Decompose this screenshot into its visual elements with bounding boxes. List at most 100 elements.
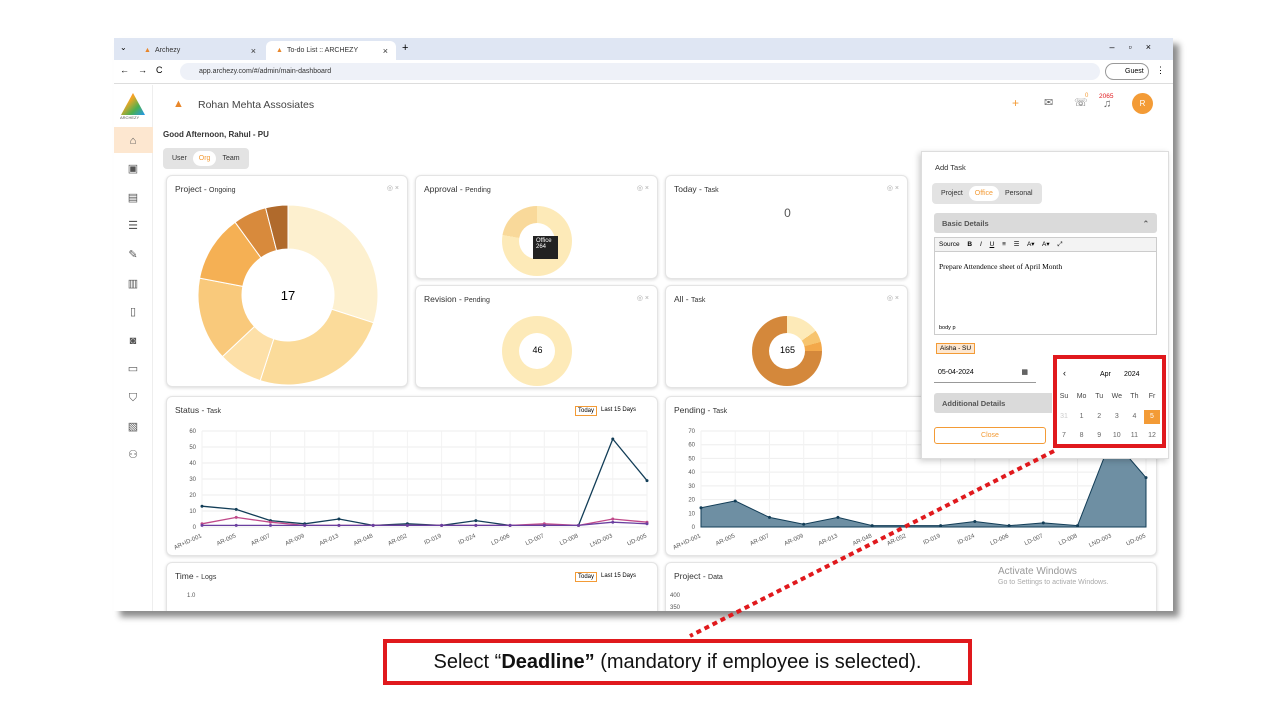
type-office[interactable]: Office: [968, 186, 999, 201]
shield-icon[interactable]: ⛉: [128, 392, 138, 404]
id-icon[interactable]: ▣: [127, 163, 139, 175]
rich-editor[interactable]: Source B I U ≡ ☰ A▾ A▾ ⤢ Prepare Attende…: [934, 237, 1157, 335]
card-actions[interactable]: ◎ ×: [886, 295, 899, 302]
last15-filter[interactable]: Last 15 Days: [601, 407, 637, 413]
today-card: Today - Task ◎ × 0: [665, 175, 908, 279]
all-task-card: All - Task ◎ × 165: [665, 285, 908, 388]
add-icon[interactable]: +: [1012, 96, 1020, 110]
calendar-day[interactable]: 1: [1079, 413, 1084, 420]
calendar-day[interactable]: 5: [1144, 410, 1160, 424]
data-point: [337, 517, 341, 521]
calendar-day[interactable]: 10: [1112, 432, 1121, 439]
edit-icon[interactable]: ✎: [128, 249, 138, 261]
all-value: 165: [779, 345, 796, 355]
today-filter[interactable]: Today: [575, 406, 598, 416]
x-tick-label: LD-007: [1024, 533, 1045, 547]
url-field[interactable]: app.archezy.com/#/admin/main-dashboard: [180, 63, 1100, 80]
window-controls[interactable]: –▫×: [1109, 42, 1165, 52]
close-icon[interactable]: ×: [250, 45, 256, 56]
data-point: [405, 523, 409, 527]
guest-button[interactable]: Guest: [1105, 63, 1149, 80]
card-actions[interactable]: ◎ ×: [636, 295, 649, 302]
list-icon[interactable]: ☰: [128, 220, 138, 232]
deadline-input[interactable]: 05-04-2024 ▦: [934, 364, 1036, 383]
x-tick-label: AR-048: [353, 533, 375, 547]
tab-label: Archezy: [154, 47, 181, 54]
calendar-day[interactable]: 3: [1114, 413, 1119, 420]
chat-icon[interactable]: ☏: [1074, 97, 1088, 109]
x-tick-label: AR-005: [216, 533, 238, 547]
calendar-icon[interactable]: ▦: [1021, 369, 1028, 376]
report-icon[interactable]: ▥: [127, 278, 139, 290]
bell-icon[interactable]: ♫: [1103, 98, 1112, 110]
type-personal[interactable]: Personal: [1004, 190, 1033, 197]
y-tick: 400: [670, 593, 681, 599]
type-project[interactable]: Project: [941, 190, 963, 197]
x-tick-label: LND-003: [1088, 533, 1113, 549]
card-actions[interactable]: ◎ ×: [886, 185, 899, 192]
scope-org[interactable]: Org: [192, 151, 217, 166]
project-donut: [197, 204, 379, 386]
y-tick-label: 10: [688, 511, 695, 517]
highlight-box: [1053, 355, 1166, 448]
calendar-day[interactable]: 7: [1062, 432, 1066, 439]
notif-count: 0: [1085, 93, 1089, 99]
avatar[interactable]: R: [1132, 93, 1153, 114]
book-icon[interactable]: ▯: [129, 306, 137, 318]
assignee-chip[interactable]: Aisha - SU: [936, 343, 976, 354]
bag-icon[interactable]: ◙: [129, 335, 137, 347]
today-filter[interactable]: Today: [575, 572, 598, 582]
close-icon[interactable]: ×: [382, 45, 388, 56]
y-tick-label: 0: [692, 525, 696, 531]
calendar-day[interactable]: 4: [1132, 413, 1137, 420]
y-tick: 350: [670, 605, 681, 611]
y-tick-label: 40: [688, 470, 695, 476]
y-tick-label: 50: [688, 456, 695, 462]
editor-toolbar[interactable]: Source B I U ≡ ☰ A▾ A▾ ⤢: [935, 238, 1156, 252]
group-icon[interactable]: ⚇: [128, 449, 138, 461]
calendar-day[interactable]: 8: [1079, 432, 1084, 439]
scope-user[interactable]: User: [172, 155, 187, 162]
editor-text[interactable]: Prepare Attendence sheet of April Month: [939, 262, 1063, 271]
prev-month-icon[interactable]: ‹: [1063, 368, 1066, 378]
project-ongoing-card: Project - Ongoing ◎ × 17: [166, 175, 408, 387]
card-actions[interactable]: ◎ ×: [636, 185, 649, 192]
tab-menu-icon[interactable]: ⌄: [120, 43, 127, 52]
data-point: [973, 520, 977, 524]
mail-icon[interactable]: ✉: [1044, 97, 1054, 109]
basic-details-header[interactable]: Basic Details ⌃: [934, 213, 1157, 233]
data-point: [440, 523, 444, 527]
menu-icon[interactable]: ⋮: [1156, 65, 1165, 75]
x-tick-label: AR-013: [319, 533, 341, 547]
data-point: [611, 437, 615, 441]
card-actions[interactable]: ◎ ×: [386, 185, 399, 192]
data-point: [836, 515, 840, 519]
calendar-day[interactable]: 12: [1148, 432, 1156, 439]
year-select[interactable]: 2024: [1124, 371, 1140, 378]
folder-icon[interactable]: ▭: [127, 363, 139, 375]
calendar-day[interactable]: 2: [1097, 413, 1102, 420]
data-point: [234, 507, 238, 511]
data-point: [611, 517, 615, 521]
new-tab-icon[interactable]: +: [402, 42, 409, 54]
nav-buttons[interactable]: ←→C: [120, 65, 172, 75]
calendar-day[interactable]: 11: [1130, 432, 1139, 439]
doc-icon[interactable]: ▧: [127, 421, 139, 433]
calendar-day[interactable]: 9: [1097, 432, 1102, 439]
scope-team[interactable]: Team: [222, 155, 240, 162]
tab-todo[interactable]: ▲ To-do List :: ARCHEZY ×: [266, 41, 396, 60]
y-tick-label: 70: [688, 429, 695, 435]
nav-home[interactable]: [114, 127, 153, 153]
x-tick-label: AR-005: [715, 533, 737, 547]
last15-filter[interactable]: Last 15 Days: [601, 573, 637, 579]
greeting: Good Afternoon, Rahul - PU: [163, 130, 269, 139]
home-icon[interactable]: ⌂: [129, 135, 137, 147]
weekday-label: Th: [1130, 393, 1139, 400]
calendar-day[interactable]: 31: [1060, 413, 1068, 420]
tab-archezy[interactable]: ▲ Archezy ×: [144, 45, 256, 56]
series-line: [201, 437, 648, 527]
data-point: [234, 515, 238, 519]
clipboard-icon[interactable]: ▤: [127, 192, 139, 204]
month-select[interactable]: Apr: [1100, 371, 1111, 378]
close-button[interactable]: Close: [934, 427, 1046, 444]
